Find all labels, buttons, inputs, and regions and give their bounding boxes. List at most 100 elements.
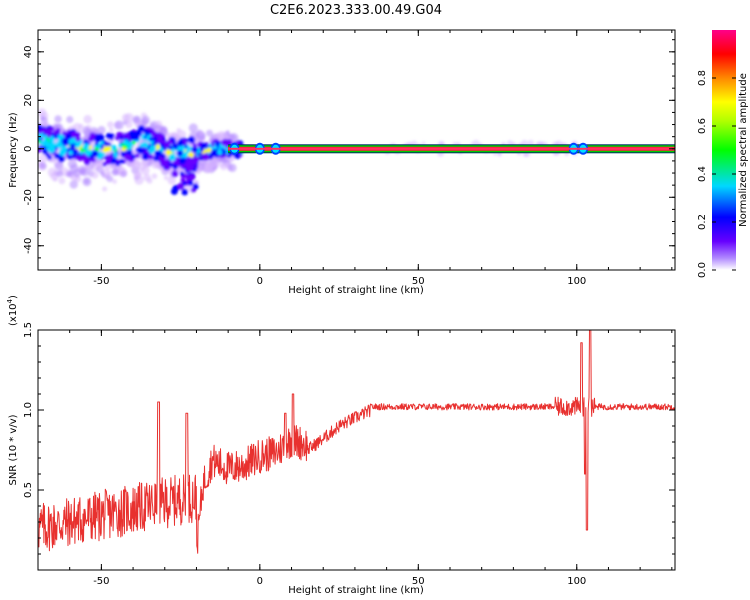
spectrogram-halo-cell <box>206 129 214 137</box>
spectrogram-cell <box>159 160 167 168</box>
spectrogram-cell <box>119 158 125 164</box>
spectrogram-cell <box>150 131 157 138</box>
spectrogram-halo-cell <box>497 152 502 157</box>
spectrogram-cell <box>81 154 88 161</box>
x-tick-label: 0 <box>257 576 263 587</box>
y-tick-label: 1.5 <box>23 322 34 338</box>
spectrogram-cell <box>74 156 79 160</box>
spectrogram-y-ticks: -40 -20 0 20 40 <box>23 39 675 271</box>
spectrogram-cell <box>191 146 199 153</box>
spectrogram-cell <box>42 148 48 155</box>
spectrogram-y-label: Frequency (Hz) <box>8 112 19 188</box>
spectrogram-halo-cell <box>120 170 127 178</box>
spectrogram-cell <box>178 185 183 190</box>
spectrogram-cell <box>49 126 55 132</box>
spectrogram-cell <box>113 151 118 157</box>
spectrogram-halo-cell <box>40 116 45 121</box>
spectrogram-cell <box>172 140 176 144</box>
snr-series-line <box>38 330 675 554</box>
spectrogram-halo-cell <box>81 126 91 135</box>
spectrogram-cell <box>128 130 136 138</box>
y-tick-label: 0.5 <box>23 482 34 498</box>
spectrogram-halo-cell <box>216 133 221 138</box>
spectrogram-halo-cell <box>78 123 84 129</box>
y-tick-label: 0 <box>23 146 34 152</box>
spectrogram-cell <box>67 154 73 160</box>
snr-x-ticks: -50 0 50 100 <box>37 330 673 587</box>
spectrogram-cell <box>199 147 204 153</box>
spectrogram-cell <box>190 158 198 166</box>
tone-band-center <box>228 147 675 150</box>
spectrogram-cell <box>115 161 120 167</box>
spectrogram-halo-cell <box>66 171 73 178</box>
colorbar-ticks: 0.0 0.2 0.4 0.6 0.8 <box>697 70 736 278</box>
spectrogram-halo-cell <box>131 160 141 171</box>
spectrogram-halo-cell <box>112 179 118 184</box>
spectrogram-cell <box>181 188 189 196</box>
spectrogram-cell <box>146 130 152 136</box>
spectrogram-halo-cell <box>114 120 124 130</box>
spectrogram-halo-cell <box>69 180 78 189</box>
spectrogram-halo-cell <box>421 141 426 145</box>
spectrogram-cell <box>192 167 198 172</box>
spectrogram-cell <box>139 148 143 152</box>
spectrogram-cell <box>65 133 72 140</box>
spectrogram-x-label: Height of straight line (km) <box>288 285 424 296</box>
snr-panel: -50 0 50 100 0.5 1.0 1.5 Height of straight l… <box>6 295 676 596</box>
x-tick-label: 100 <box>567 276 586 287</box>
spectrogram-halo-cell <box>58 177 66 185</box>
spectrogram-cell <box>170 156 175 161</box>
spectrogram-cell <box>110 144 117 151</box>
spectrogram-frame <box>37 29 676 271</box>
spectrogram-cell <box>206 147 212 153</box>
spectrogram-cell <box>123 139 129 146</box>
spectrogram-cell <box>82 143 90 150</box>
spectrogram-halo-cell <box>202 163 213 174</box>
spectrogram-halo-cell <box>69 164 79 174</box>
spectrogram-cell <box>217 149 223 155</box>
y-tick-label: 40 <box>23 45 34 58</box>
x-tick-label: -50 <box>93 576 109 587</box>
spectrogram-cell <box>47 155 52 160</box>
colorbar-gradient <box>712 30 736 270</box>
spectrogram-cell <box>179 163 185 169</box>
spectrogram-cell <box>172 164 178 170</box>
spectrogram-cell <box>154 150 162 158</box>
spectrogram-halo-cell <box>56 170 63 178</box>
spectrogram-halo-cell <box>74 175 82 183</box>
spectrogram-cell <box>149 136 154 142</box>
spectrogram-cell <box>177 139 184 147</box>
spectrogram-cell <box>171 143 179 150</box>
spectrogram-halo-cell <box>143 173 151 182</box>
spectrogram-cell <box>115 135 120 141</box>
spectrogram-cell <box>118 143 123 148</box>
spectrogram-panel: -50 0 50 100 -40 -20 0 20 40 Height of straight… <box>8 29 676 296</box>
spectrogram-cell <box>192 143 197 148</box>
spectrogram-cell <box>88 135 95 142</box>
spectrogram-cell <box>188 173 196 181</box>
snr-frame <box>37 329 676 571</box>
spectrogram-cell <box>211 143 215 147</box>
spectrogram-cell <box>110 157 118 164</box>
spectrogram-cell <box>53 129 58 135</box>
spectrogram-cell <box>153 155 159 162</box>
spectrogram-cell <box>186 156 192 162</box>
spectrogram-halo-cell <box>54 115 62 123</box>
spectrogram-halo-cell <box>471 141 475 145</box>
spectrogram-cell <box>135 153 140 158</box>
spectrogram-cell <box>42 145 47 150</box>
spectrogram-cell <box>119 132 124 137</box>
spectrogram-cell <box>170 188 178 195</box>
spectrogram-cell <box>57 140 62 146</box>
spectrogram-cell <box>161 139 166 145</box>
spectrogram-cell <box>46 132 52 138</box>
spectrogram-cell <box>178 157 186 165</box>
spectrogram-halo-cell <box>39 162 47 170</box>
spectrogram-cell <box>183 139 188 144</box>
spectrogram-cell <box>121 147 126 152</box>
spectrogram-cell <box>39 145 43 149</box>
spectrogram-cell <box>172 170 177 175</box>
x-tick-label: 100 <box>567 576 586 587</box>
snr-y-multiplier: (x104) <box>6 295 19 326</box>
